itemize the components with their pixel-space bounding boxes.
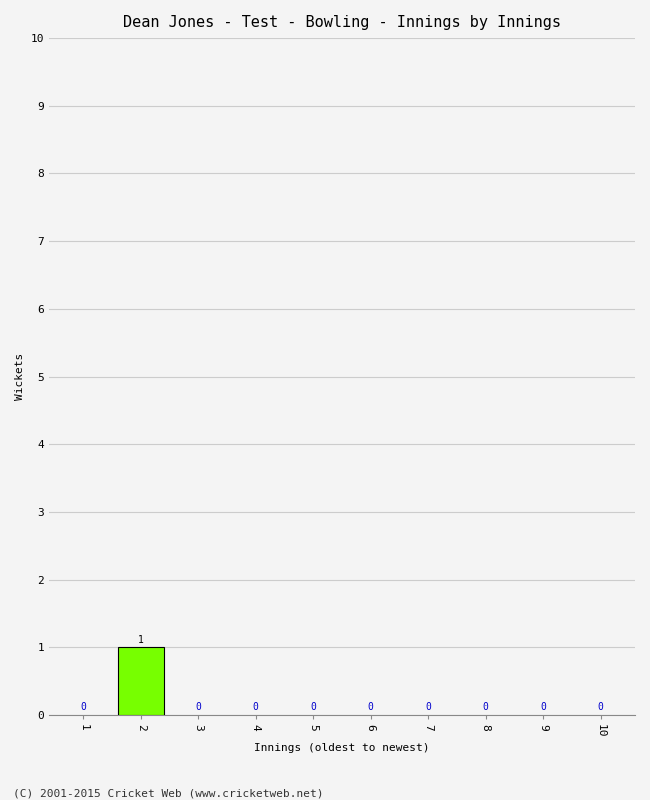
Text: (C) 2001-2015 Cricket Web (www.cricketweb.net): (C) 2001-2015 Cricket Web (www.cricketwe… [13, 788, 324, 798]
Text: 0: 0 [540, 702, 546, 712]
Text: 0: 0 [196, 702, 202, 712]
Text: 1: 1 [138, 634, 144, 645]
Text: 0: 0 [483, 702, 489, 712]
Text: 0: 0 [425, 702, 431, 712]
Text: 0: 0 [81, 702, 86, 712]
Y-axis label: Wickets: Wickets [15, 353, 25, 400]
Text: 0: 0 [597, 702, 603, 712]
Text: 0: 0 [310, 702, 316, 712]
Title: Dean Jones - Test - Bowling - Innings by Innings: Dean Jones - Test - Bowling - Innings by… [123, 15, 561, 30]
Bar [118, 647, 164, 715]
Text: 0: 0 [253, 702, 259, 712]
X-axis label: Innings (oldest to newest): Innings (oldest to newest) [254, 743, 430, 753]
Text: 0: 0 [368, 702, 374, 712]
